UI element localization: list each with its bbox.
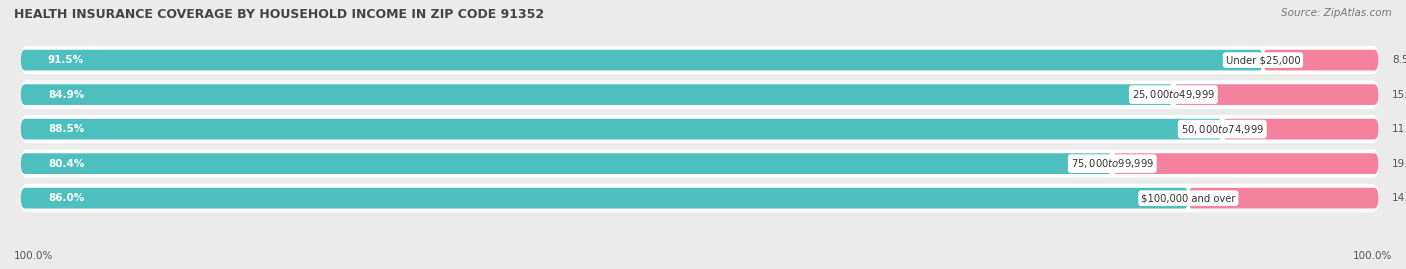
Text: 19.6%: 19.6% bbox=[1392, 159, 1406, 169]
Text: 88.5%: 88.5% bbox=[48, 124, 84, 134]
Text: 14.0%: 14.0% bbox=[1392, 193, 1406, 203]
Text: $50,000 to $74,999: $50,000 to $74,999 bbox=[1181, 123, 1264, 136]
Text: Source: ZipAtlas.com: Source: ZipAtlas.com bbox=[1281, 8, 1392, 18]
FancyBboxPatch shape bbox=[21, 150, 1378, 178]
FancyBboxPatch shape bbox=[1112, 153, 1378, 174]
Text: 100.0%: 100.0% bbox=[14, 251, 53, 261]
FancyBboxPatch shape bbox=[21, 184, 1378, 212]
FancyBboxPatch shape bbox=[21, 80, 1378, 109]
Text: Under $25,000: Under $25,000 bbox=[1226, 55, 1301, 65]
Text: HEALTH INSURANCE COVERAGE BY HOUSEHOLD INCOME IN ZIP CODE 91352: HEALTH INSURANCE COVERAGE BY HOUSEHOLD I… bbox=[14, 8, 544, 21]
FancyBboxPatch shape bbox=[21, 46, 1378, 74]
FancyBboxPatch shape bbox=[21, 188, 1188, 208]
Text: 8.5%: 8.5% bbox=[1392, 55, 1406, 65]
Text: 91.5%: 91.5% bbox=[48, 55, 84, 65]
Text: $25,000 to $49,999: $25,000 to $49,999 bbox=[1132, 88, 1215, 101]
Text: 100.0%: 100.0% bbox=[1353, 251, 1392, 261]
FancyBboxPatch shape bbox=[21, 84, 1174, 105]
Text: 84.9%: 84.9% bbox=[48, 90, 84, 100]
FancyBboxPatch shape bbox=[21, 50, 1263, 70]
FancyBboxPatch shape bbox=[1222, 119, 1378, 139]
Text: $75,000 to $99,999: $75,000 to $99,999 bbox=[1071, 157, 1154, 170]
Text: 86.0%: 86.0% bbox=[48, 193, 84, 203]
Text: $100,000 and over: $100,000 and over bbox=[1142, 193, 1236, 203]
FancyBboxPatch shape bbox=[1263, 50, 1378, 70]
FancyBboxPatch shape bbox=[21, 115, 1378, 143]
FancyBboxPatch shape bbox=[21, 153, 1112, 174]
FancyBboxPatch shape bbox=[1174, 84, 1378, 105]
FancyBboxPatch shape bbox=[21, 119, 1222, 139]
FancyBboxPatch shape bbox=[1188, 188, 1378, 208]
Text: 80.4%: 80.4% bbox=[48, 159, 84, 169]
Text: 15.1%: 15.1% bbox=[1392, 90, 1406, 100]
Text: 11.5%: 11.5% bbox=[1392, 124, 1406, 134]
